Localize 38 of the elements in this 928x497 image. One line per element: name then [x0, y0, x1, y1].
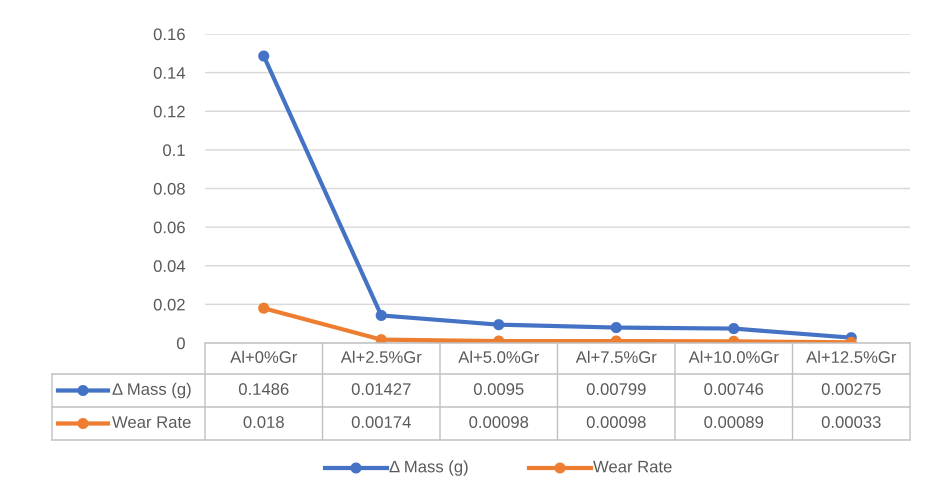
y-tick-label: 0.14	[154, 67, 186, 79]
text: Wear Rate	[593, 460, 672, 472]
x-tick-label: Al+10.0%Gr	[688, 350, 779, 363]
point	[258, 302, 270, 314]
point	[493, 319, 504, 330]
point	[376, 310, 387, 321]
y-tick-label: 0.1	[163, 144, 185, 156]
y-tick-label: 0.06	[154, 222, 185, 234]
x-tick-label: Al+0%Gr	[230, 350, 298, 363]
point	[728, 323, 740, 334]
y-tick-label: 0	[176, 337, 185, 350]
y-tick-label: 0.12	[154, 106, 185, 118]
data-label: 0.00799	[586, 383, 646, 395]
data-label: 0.00098	[586, 416, 646, 428]
y-tick-label: 0.02	[154, 298, 185, 311]
data-label: 0.1486	[238, 383, 289, 395]
point	[610, 322, 622, 334]
data-label: 0.0095	[474, 383, 524, 395]
data-label: 0.018	[244, 416, 284, 428]
data-label: 0.01427	[352, 383, 411, 395]
data-label: 0.00033	[822, 416, 881, 428]
data-label: 0.00174	[352, 416, 411, 428]
data-label: 0.00275	[822, 383, 881, 395]
y-tick-label: 0.04	[154, 260, 186, 272]
legend-label: Wear Rate	[112, 416, 191, 428]
data-label: 0.00089	[704, 416, 764, 428]
y-tick-label: 0.16	[154, 28, 185, 40]
point	[376, 334, 387, 343]
data-label: 0.00098	[469, 416, 528, 428]
x-tick-label: Al+12.5%Gr	[806, 350, 896, 363]
legend-label: Δ Mass (g)	[112, 382, 191, 398]
x-tick-label: Al+7.5%Gr	[576, 350, 656, 363]
data-label: 0.00746	[704, 383, 764, 395]
x-tick-label: Al+2.5%Gr	[340, 350, 422, 363]
point	[258, 50, 270, 62]
x-tick-label: Al+5.0%Gr	[458, 350, 539, 363]
y-tick-label: 0.08	[154, 182, 185, 195]
text: Δ Mass (g)	[389, 460, 468, 476]
